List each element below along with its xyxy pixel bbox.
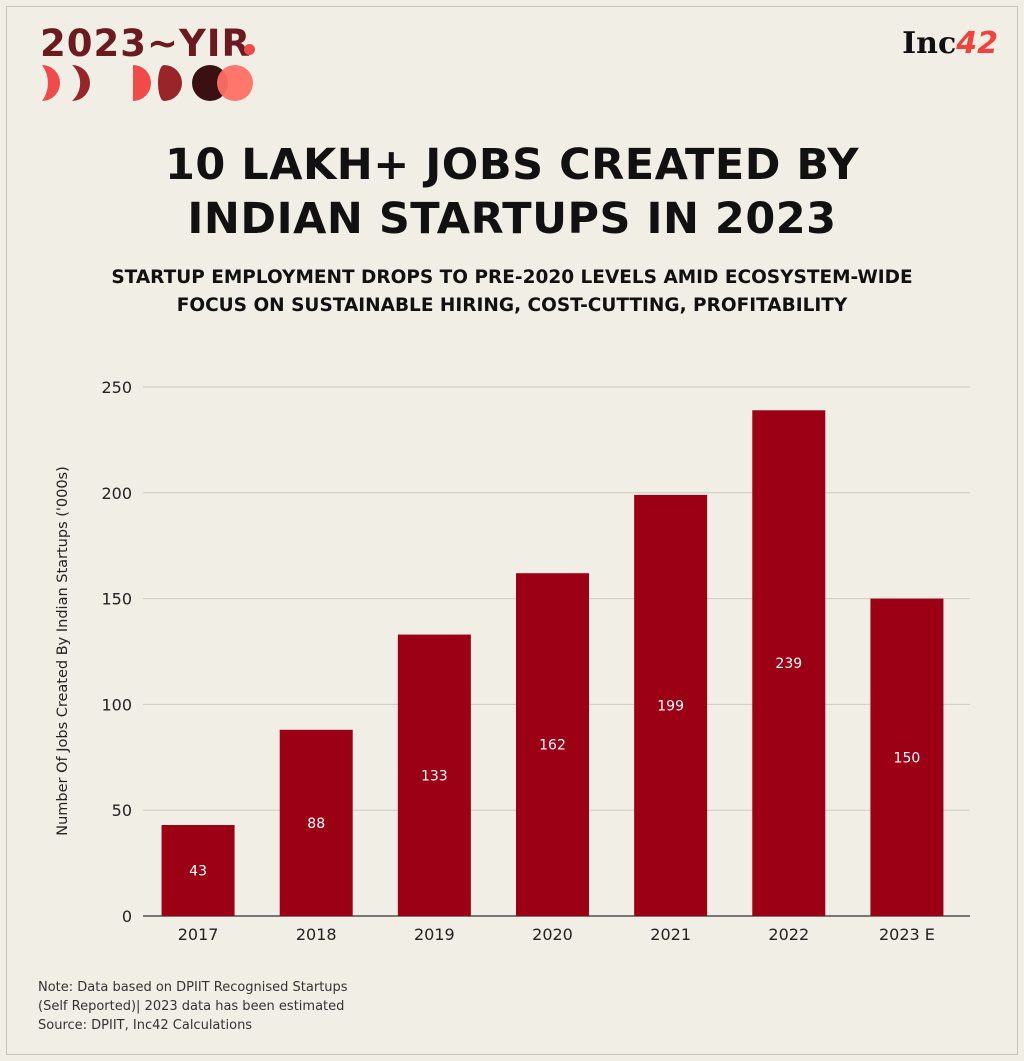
subtitle: STARTUP EMPLOYMENT DROPS TO PRE-2020 LEV…	[0, 264, 1024, 320]
x-tick-label: 2020	[532, 925, 573, 944]
data-label: 199	[657, 698, 684, 714]
x-tick-label: 2021	[650, 925, 691, 944]
moon-icon	[42, 65, 60, 101]
moon-icon	[72, 65, 90, 101]
moon-icon	[192, 65, 228, 101]
x-tick-label: 2019	[414, 925, 455, 944]
moon-icon	[158, 65, 182, 101]
x-tick-label: 2017	[178, 925, 219, 944]
bar	[516, 573, 589, 916]
x-tick-label: 2022	[768, 925, 809, 944]
yir-logo-text: 2023~YIR	[40, 22, 252, 65]
inc42-logo-number: 42	[956, 26, 998, 61]
data-label: 133	[421, 768, 448, 784]
note-line-2: (Self Reported)| 2023 data has been esti…	[38, 999, 345, 1014]
bar	[397, 634, 471, 916]
data-label: 150	[894, 750, 921, 766]
data-label: 88	[307, 816, 325, 832]
title-line-2: INDIAN STARTUPS IN 2023	[187, 194, 837, 244]
title-line-1: 10 LAKH+ JOBS CREATED BY	[165, 140, 859, 190]
y-tick-label: 100	[101, 695, 132, 714]
footnote: Note: Data based on DPIIT Recognised Sta…	[38, 978, 348, 1035]
note-line-1: Note: Data based on DPIIT Recognised Sta…	[38, 980, 348, 995]
inc42-logo: Inc42	[902, 26, 998, 61]
moon-icon	[217, 65, 253, 101]
y-tick-label: 50	[112, 801, 132, 820]
subtitle-line-2: FOCUS ON SUSTAINABLE HIRING, COST-CUTTIN…	[176, 295, 848, 316]
y-tick-label: 150	[101, 590, 132, 609]
bar	[279, 729, 353, 916]
moon-icon	[133, 65, 151, 101]
frame	[6, 6, 1018, 1055]
bar	[870, 598, 944, 916]
y-axis-label: Number Of Jobs Created By Indian Startup…	[55, 466, 71, 836]
y-tick-label: 250	[101, 378, 132, 397]
x-tick-label: 2018	[296, 925, 337, 944]
yir-logo-dot	[244, 44, 255, 55]
y-tick-label: 0	[122, 907, 132, 926]
data-label: 239	[775, 656, 802, 672]
source-line: Source: DPIIT, Inc42 Calculations	[38, 1018, 253, 1033]
bar	[634, 494, 708, 916]
moon-phases-logo	[42, 65, 253, 101]
data-label: 162	[539, 738, 566, 754]
bar	[752, 410, 826, 916]
data-label: 43	[189, 864, 207, 880]
subtitle-line-1: STARTUP EMPLOYMENT DROPS TO PRE-2020 LEV…	[111, 267, 913, 288]
page-title: 10 LAKH+ JOBS CREATED BY INDIAN STARTUPS…	[0, 138, 1024, 246]
x-tick-label: 2023 E	[879, 925, 935, 944]
y-tick-label: 200	[101, 484, 132, 503]
bar	[161, 825, 235, 916]
inc42-logo-text: Inc	[902, 26, 957, 61]
